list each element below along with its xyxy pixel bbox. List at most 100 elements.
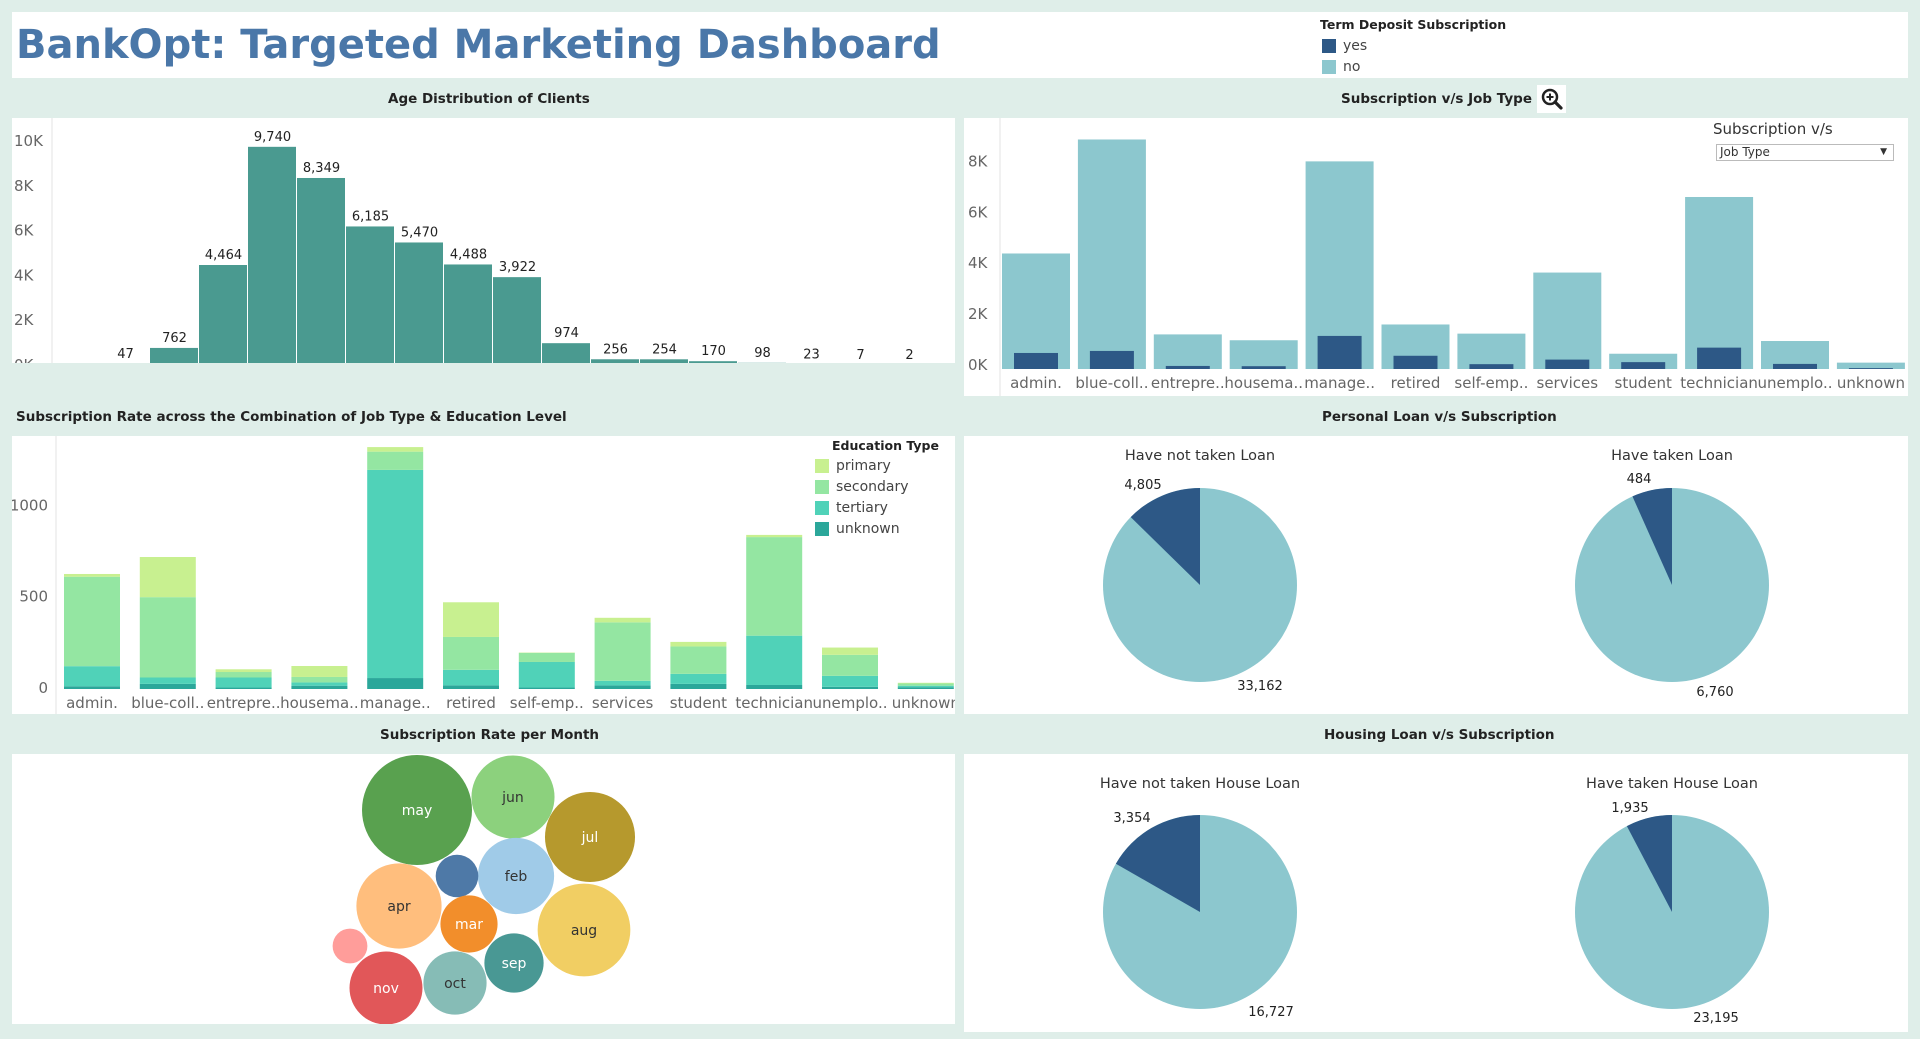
job-filter-dropdown[interactable]: Job Type ▼ <box>1716 144 1894 161</box>
edu-bar-segment-unknown[interactable] <box>746 684 803 689</box>
job-bar-no[interactable] <box>1229 340 1298 369</box>
month-bubble[interactable] <box>356 863 442 949</box>
edu-bar-segment-tertiary[interactable] <box>746 635 803 685</box>
edu-bar-segment-secondary[interactable] <box>746 537 803 636</box>
edu-bar-segment-tertiary[interactable] <box>139 677 196 684</box>
edu-bar-segment-unknown[interactable] <box>594 685 651 689</box>
month-bubble[interactable] <box>423 951 487 1015</box>
edu-bar-segment-primary[interactable] <box>64 573 120 577</box>
pie-slice-yes[interactable] <box>1626 815 1672 912</box>
edu-bar-segment-secondary[interactable] <box>291 676 348 683</box>
edu-legend-item-unknown[interactable]: unknown <box>815 521 900 537</box>
edu-bar-segment-secondary[interactable] <box>594 622 651 681</box>
edu-bar-segment-secondary[interactable] <box>139 597 196 678</box>
edu-bar-segment-primary[interactable] <box>897 682 954 684</box>
edu-bar-segment-tertiary[interactable] <box>443 669 499 686</box>
edu-bar-segment-primary[interactable] <box>443 602 499 637</box>
edu-bar-segment-tertiary[interactable] <box>897 685 954 688</box>
age-bar[interactable] <box>542 343 590 365</box>
job-bar-no[interactable] <box>1153 334 1222 369</box>
legend-item-yes[interactable]: yes <box>1322 38 1367 54</box>
job-bar-no[interactable] <box>1836 362 1905 369</box>
pie-slice-yes[interactable] <box>1115 815 1200 912</box>
job-bar-yes[interactable] <box>1317 335 1362 369</box>
edu-bar-segment-primary[interactable] <box>367 447 424 452</box>
month-bubble[interactable] <box>332 928 368 964</box>
edu-bar-segment-primary[interactable] <box>215 669 272 673</box>
edu-bar-segment-tertiary[interactable] <box>594 680 651 686</box>
age-bar[interactable] <box>248 146 296 365</box>
edu-bar-segment-primary[interactable] <box>139 556 196 598</box>
edu-bar-segment-tertiary[interactable] <box>518 661 575 688</box>
edu-bar-segment-unknown[interactable] <box>215 687 272 689</box>
edu-bar-segment-secondary[interactable] <box>670 646 727 674</box>
pie-slice-yes[interactable] <box>1632 488 1672 585</box>
job-bar-no[interactable] <box>1457 333 1526 369</box>
age-bar[interactable] <box>395 242 443 365</box>
month-bubble[interactable] <box>484 933 544 993</box>
pie-slice-yes[interactable] <box>1130 488 1200 585</box>
age-bar[interactable] <box>297 177 345 365</box>
age-bar[interactable] <box>346 226 394 365</box>
age-bar[interactable] <box>640 359 688 365</box>
edu-bar-segment-tertiary[interactable] <box>291 682 348 686</box>
edu-bar-segment-unknown[interactable] <box>822 686 878 689</box>
edu-bar-segment-tertiary[interactable] <box>822 675 878 687</box>
month-bubble[interactable] <box>477 837 555 915</box>
age-bar[interactable] <box>689 361 737 365</box>
job-bar-yes[interactable] <box>1014 352 1058 369</box>
job-bar-no[interactable] <box>1305 161 1374 369</box>
month-bubble[interactable] <box>435 854 479 898</box>
edu-bar-segment-secondary[interactable] <box>897 683 954 686</box>
age-bar[interactable] <box>493 277 541 365</box>
edu-bar-segment-unknown[interactable] <box>897 687 954 689</box>
job-bar-no[interactable] <box>1533 272 1602 369</box>
zoom-icon[interactable] <box>1537 85 1566 113</box>
job-bar-no[interactable] <box>1077 139 1146 369</box>
edu-legend-item-secondary[interactable]: secondary <box>815 479 909 495</box>
edu-legend-item-primary[interactable]: primary <box>815 458 891 474</box>
edu-bar-segment-primary[interactable] <box>746 534 803 538</box>
edu-bar-segment-tertiary[interactable] <box>367 469 424 679</box>
job-bar-yes[interactable] <box>1621 362 1666 369</box>
job-bar-yes[interactable] <box>1469 364 1514 369</box>
age-bar[interactable] <box>444 264 492 365</box>
job-bar-no[interactable] <box>1002 253 1070 369</box>
edu-bar-segment-primary[interactable] <box>291 665 348 677</box>
job-bar-yes[interactable] <box>1165 365 1210 369</box>
job-bar-yes[interactable] <box>1848 368 1893 369</box>
job-bar-yes[interactable] <box>1393 355 1438 369</box>
job-bar-yes[interactable] <box>1697 347 1742 369</box>
edu-bar-segment-primary[interactable] <box>670 641 727 647</box>
month-bubble[interactable] <box>349 951 423 1025</box>
edu-bar-segment-tertiary[interactable] <box>215 677 272 688</box>
edu-legend-item-tertiary[interactable]: tertiary <box>815 500 888 516</box>
edu-bar-segment-unknown[interactable] <box>64 686 120 689</box>
month-bubble[interactable] <box>544 791 636 883</box>
age-bar[interactable] <box>150 347 198 365</box>
edu-bar-segment-tertiary[interactable] <box>670 673 727 684</box>
edu-bar-segment-secondary[interactable] <box>367 451 424 470</box>
edu-bar-segment-unknown[interactable] <box>291 685 348 689</box>
edu-bar-segment-unknown[interactable] <box>443 685 499 689</box>
age-bar[interactable] <box>591 359 639 365</box>
age-bar[interactable] <box>199 265 247 365</box>
edu-bar-segment-unknown[interactable] <box>367 678 424 689</box>
edu-bar-segment-primary[interactable] <box>822 647 878 655</box>
edu-bar-segment-secondary[interactable] <box>64 576 120 667</box>
job-bar-no[interactable] <box>1685 196 1754 369</box>
edu-bar-segment-primary[interactable] <box>594 617 651 623</box>
edu-bar-segment-tertiary[interactable] <box>64 666 120 687</box>
edu-bar-segment-secondary[interactable] <box>215 672 272 678</box>
edu-bar-segment-unknown[interactable] <box>139 683 196 689</box>
job-bar-yes[interactable] <box>1545 359 1590 369</box>
edu-bar-segment-unknown[interactable] <box>670 683 727 689</box>
edu-bar-segment-secondary[interactable] <box>518 652 575 662</box>
edu-bar-segment-secondary[interactable] <box>822 654 878 676</box>
job-bar-yes[interactable] <box>1089 350 1134 369</box>
edu-bar-segment-secondary[interactable] <box>443 636 499 670</box>
job-bar-yes[interactable] <box>1773 363 1817 369</box>
edu-bar-segment-unknown[interactable] <box>518 687 575 689</box>
month-bubble[interactable] <box>471 755 555 839</box>
month-bubble[interactable] <box>537 883 631 977</box>
